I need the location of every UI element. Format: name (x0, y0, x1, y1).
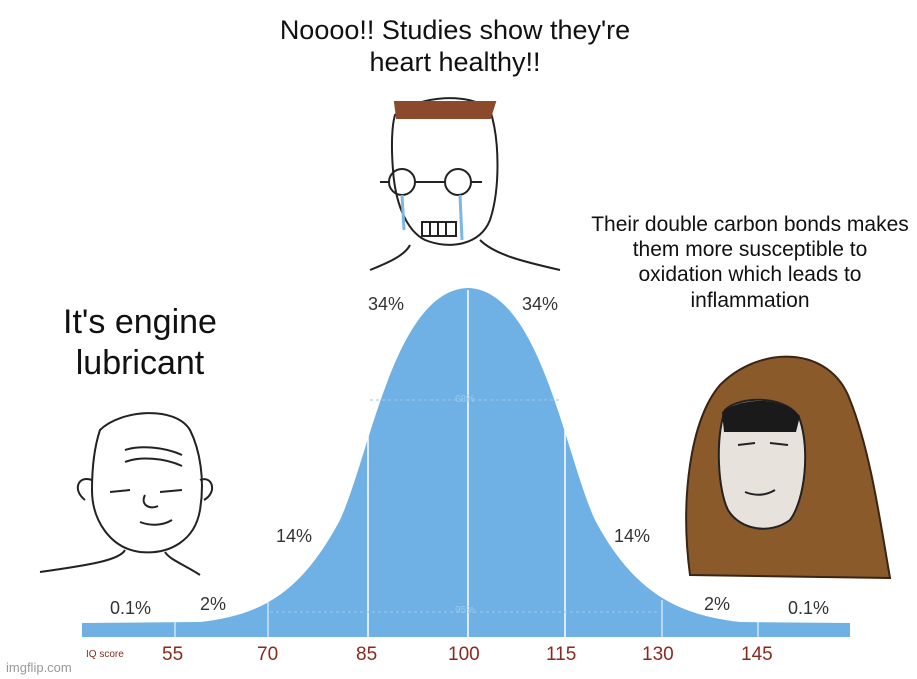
tick-100: 100 (448, 644, 480, 665)
pct-far-left: 0.1% (110, 598, 152, 618)
top-character-illustration (369, 97, 561, 271)
bell-curve-fill (82, 288, 850, 637)
tick-55: 55 (162, 644, 184, 665)
tick-85: 85 (356, 644, 378, 665)
tick-115: 115 (546, 644, 577, 665)
pct-left-2: 2% (200, 594, 227, 614)
pct-left-14: 14% (276, 526, 313, 546)
pct-left-34: 34% (368, 294, 405, 314)
left-caption: It's engine lubricant (63, 303, 217, 382)
axis-label: IQ score (86, 649, 124, 660)
left-character-illustration (39, 412, 214, 576)
pct-far-right: 0.1% (788, 598, 830, 618)
pct-right-14: 14% (614, 526, 651, 546)
pct-mid-68: 68% (455, 394, 476, 405)
tick-70: 70 (257, 644, 279, 665)
tick-145: 145 (741, 644, 773, 665)
tick-130: 130 (642, 644, 674, 665)
right-character-illustration (685, 355, 892, 580)
pct-mid-95: 95% (455, 605, 476, 616)
pct-right-34: 34% (522, 294, 559, 314)
pct-right-2: 2% (704, 594, 731, 614)
top-caption: Noooo!! Studies show they're heart healt… (279, 15, 631, 78)
watermark: imgflip.com (6, 660, 72, 675)
right-caption: Their double carbon bonds makes them mor… (591, 213, 909, 312)
